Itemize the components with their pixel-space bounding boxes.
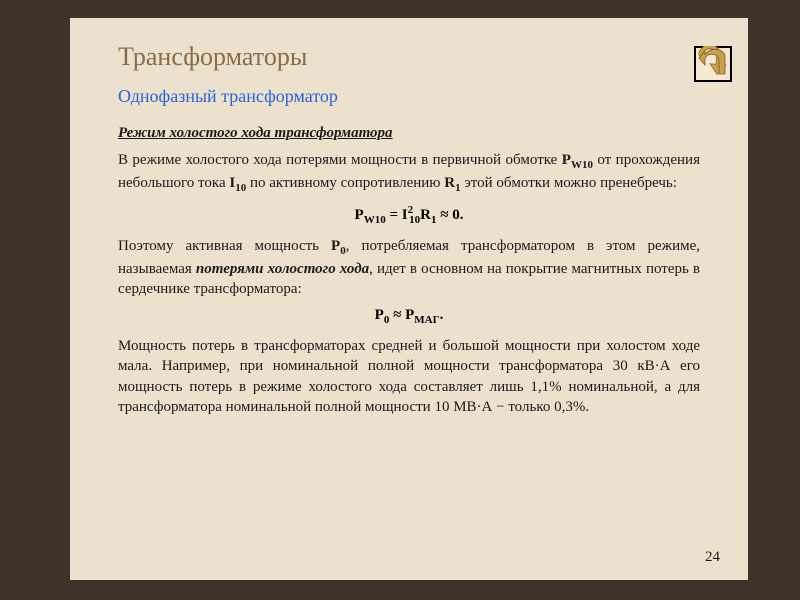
- f2-tail: .: [440, 307, 444, 323]
- page-number: 24: [705, 549, 720, 566]
- section-heading: Режим холостого хода трансформатора: [118, 125, 700, 142]
- p1-sub2: 10: [235, 182, 246, 194]
- paragraph-2: Поэтому активная мощность P0, потребляем…: [118, 236, 700, 299]
- f2-r-sym: P: [405, 307, 414, 323]
- p1-text-d: этой обмотки можно пренебречь:: [461, 175, 677, 191]
- p2-text-a: Поэтому активная мощность: [118, 238, 331, 254]
- f2-mid: ≈: [389, 307, 405, 323]
- p2-em: потерями холостого хода: [196, 261, 369, 277]
- back-button[interactable]: [694, 46, 732, 82]
- f1-r: R: [420, 207, 431, 223]
- f1-tail: ≈ 0.: [436, 207, 463, 223]
- back-arrow-icon: [694, 46, 732, 82]
- paragraph-3: Мощность потерь в трансформаторах средне…: [118, 336, 700, 417]
- f2-r-sub: МАГ: [414, 314, 439, 326]
- slide-body: Трансформаторы Однофазный трансформатор …: [70, 18, 748, 580]
- formula-2: P0 ≈ PМАГ.: [118, 307, 700, 326]
- formula-1: PW10 = I210R1 ≈ 0.: [118, 204, 700, 226]
- p1-text-c: по активному сопротивлению: [246, 175, 444, 191]
- paragraph-1: В режиме холостого хода потерями мощност…: [118, 150, 700, 196]
- f1-i-sub: 10: [409, 214, 420, 226]
- p1-sym1: P: [562, 152, 571, 168]
- f1-eq: =: [386, 207, 402, 223]
- p1-text-a: В режиме холостого хода потерями мощност…: [118, 152, 562, 168]
- p2-sym1: P: [331, 238, 340, 254]
- p1-sub1: W10: [571, 159, 593, 171]
- f1-lhs-sym: P: [355, 207, 364, 223]
- page-title: Трансформаторы: [118, 42, 700, 72]
- f1-lhs-sub: W10: [364, 214, 386, 226]
- page-subtitle: Однофазный трансформатор: [118, 86, 700, 107]
- p1-sym3: R: [444, 175, 455, 191]
- f2-l-sym: P: [375, 307, 384, 323]
